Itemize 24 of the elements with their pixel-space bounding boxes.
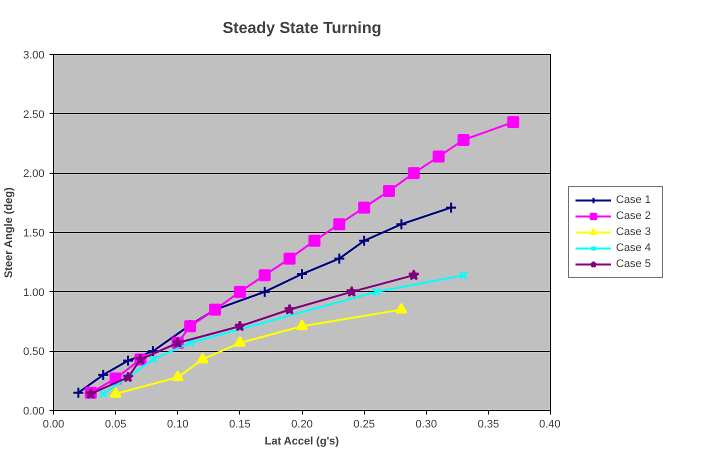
legend-label: Case 3 [616,225,652,239]
chart-title: Steady State Turning [222,20,382,37]
y-tick-label: 1.00 [23,286,45,299]
legend-label: Case 2 [616,209,652,223]
y-tick-label: 3.00 [23,50,45,62]
y-tick-label: 0.00 [23,406,45,418]
legend-label: Case 5 [616,257,652,271]
x-tick-label: 0.25 [353,418,375,430]
y-axis-title: Steer Angle (deg) [3,187,16,278]
x-tick-label: 0.10 [167,418,188,430]
y-tick-label: 2.50 [23,108,45,121]
y-tick-label: 0.50 [23,346,45,358]
y-tick-label: 1.50 [23,228,45,240]
y-tick-label: 2.00 [23,168,45,180]
legend-label: Case 1 [616,193,652,207]
legend-label: Case 4 [616,241,652,255]
x-tick-label: 0.15 [229,418,251,430]
x-tick-label: 0.20 [291,418,313,430]
x-tick-label: 0.00 [42,418,64,430]
x-axis-title: Lat Accel (g's) [264,436,340,448]
x-tick-label: 0.30 [416,418,437,430]
x-tick-label: 0.40 [539,418,561,430]
x-tick-label: 0.35 [478,418,500,430]
x-tick-label: 0.05 [104,418,126,430]
